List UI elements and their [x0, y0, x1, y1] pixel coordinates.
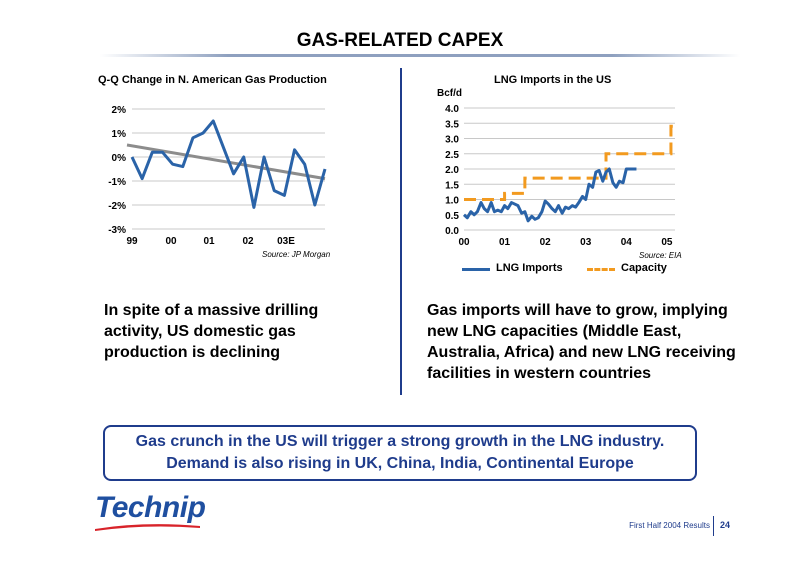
y-tick-label: 0.0 [445, 226, 459, 237]
legend-swatch-lng-imports [462, 268, 490, 271]
trend-line [126, 143, 326, 181]
caption-right: Gas imports will have to grow, implying … [427, 302, 736, 382]
y-tick-label: 1.5 [445, 180, 459, 191]
technip-logo: Technip [95, 491, 206, 524]
chart-right: 4.0 3.5 3.0 2.5 2.0 1.5 1.0 0.5 0.000 01 02 03 04 05 [445, 104, 675, 248]
series-line-capacity [464, 124, 675, 201]
chart-title-left: Q-Q Change in N. American Gas Production [98, 74, 327, 86]
y-tick-label: 3.5 [445, 119, 459, 130]
y-tick-label: 0.5 [445, 211, 459, 222]
title-divider [100, 54, 740, 57]
chart-left: 2% 1% 0% -1% -2% -3%99 00 01 02 03E [108, 105, 327, 247]
y-tick-label: 3.0 [445, 135, 459, 146]
x-tick-label: 02 [540, 237, 552, 248]
vertical-separator [400, 68, 402, 395]
y-tick-label: 2% [112, 105, 127, 116]
y-tick-label: 4.0 [445, 104, 459, 115]
x-tick-label: 00 [165, 236, 177, 247]
x-tick-label: 01 [203, 236, 215, 247]
legend-label-lng-imports: LNG Imports [496, 262, 563, 274]
logo-swoosh-icon [95, 524, 200, 531]
footer-text: First Half 2004 Results [629, 521, 710, 530]
series-line-lng-imports [462, 167, 637, 223]
y-axis-label-right: Bcf/d [437, 88, 462, 99]
x-tick-label: 03 [580, 237, 592, 248]
y-tick-label: 0% [112, 153, 127, 164]
legend: LNG Imports Capacity [462, 262, 682, 276]
footer-divider [713, 516, 714, 536]
source-left: Source: JP Morgan [262, 250, 331, 259]
x-tick-label: 99 [126, 236, 138, 247]
y-tick-label: 1% [112, 129, 127, 140]
x-tick-label: 01 [499, 237, 511, 248]
callout-box: Gas crunch in the US will trigger a stro… [103, 425, 697, 481]
series-line-production [130, 119, 327, 209]
y-tick-label: 2.5 [445, 150, 459, 161]
y-tick-label: -2% [108, 201, 126, 212]
caption-left: In spite of a massive drilling activity,… [104, 302, 319, 361]
x-tick-label: 02 [242, 236, 254, 247]
callout-line-2: Demand is also rising in UK, China, Indi… [166, 455, 634, 472]
legend-label-capacity: Capacity [621, 262, 667, 274]
slide-title: GAS-RELATED CAPEX [296, 30, 504, 51]
y-tick-label: -3% [108, 225, 126, 236]
x-tick-label: 04 [621, 237, 633, 248]
chart-title-right: LNG Imports in the US [494, 74, 612, 86]
x-tick-label: 00 [458, 237, 470, 248]
x-tick-label: 03E [277, 236, 295, 247]
x-tick-label: 05 [661, 237, 673, 248]
page-number: 24 [720, 520, 731, 530]
y-tick-label: 1.0 [445, 196, 459, 207]
y-tick-label: 2.0 [445, 165, 459, 176]
callout-line-1: Gas crunch in the US will trigger a stro… [135, 433, 665, 450]
source-right: Source: EIA [639, 251, 682, 260]
y-tick-label: -1% [108, 177, 126, 188]
legend-swatch-capacity [587, 268, 615, 271]
